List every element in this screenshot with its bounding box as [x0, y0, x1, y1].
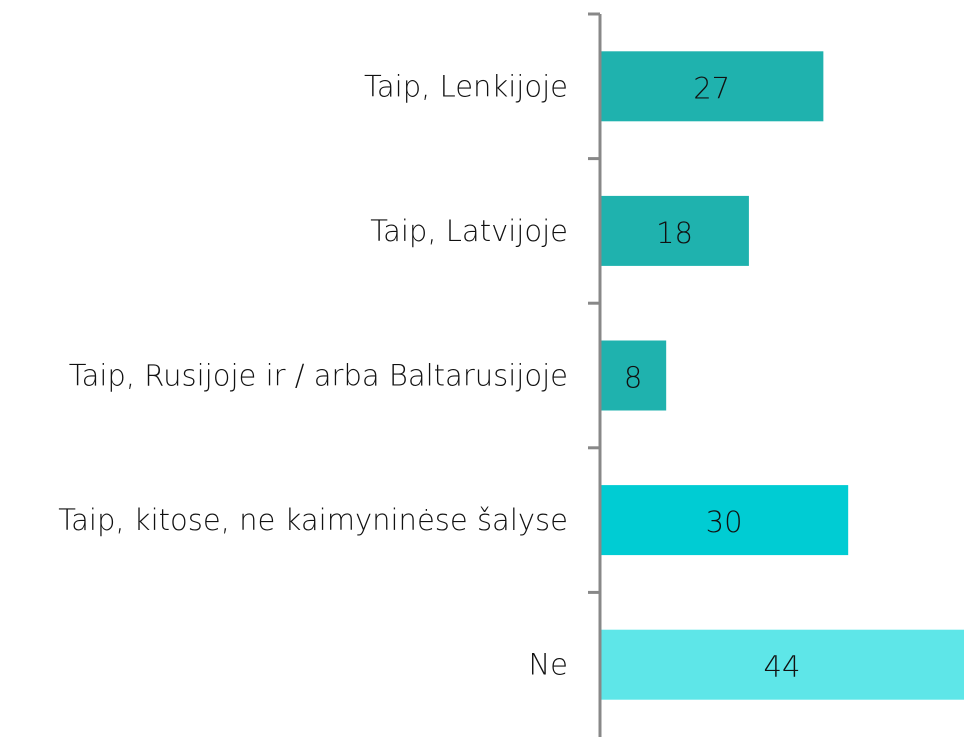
category-label: Taip, kitose, ne kaimyninėse šalyse [58, 503, 568, 537]
category-label: Taip, Latvijoje [370, 214, 568, 248]
bar [600, 340, 667, 411]
bar [600, 485, 849, 556]
value-label: 30 [706, 505, 743, 539]
bar [600, 195, 749, 266]
value-label: 27 [693, 71, 730, 105]
category-label: Ne [528, 648, 568, 682]
value-label: 8 [624, 361, 642, 395]
bar [600, 629, 964, 700]
category-label: Taip, Rusijoje ir / arba Baltarusijoje [69, 359, 568, 393]
bar [600, 51, 824, 122]
category-label: Taip, Lenkijoje [364, 69, 568, 103]
value-label: 44 [764, 650, 801, 684]
value-label: 18 [656, 216, 693, 250]
